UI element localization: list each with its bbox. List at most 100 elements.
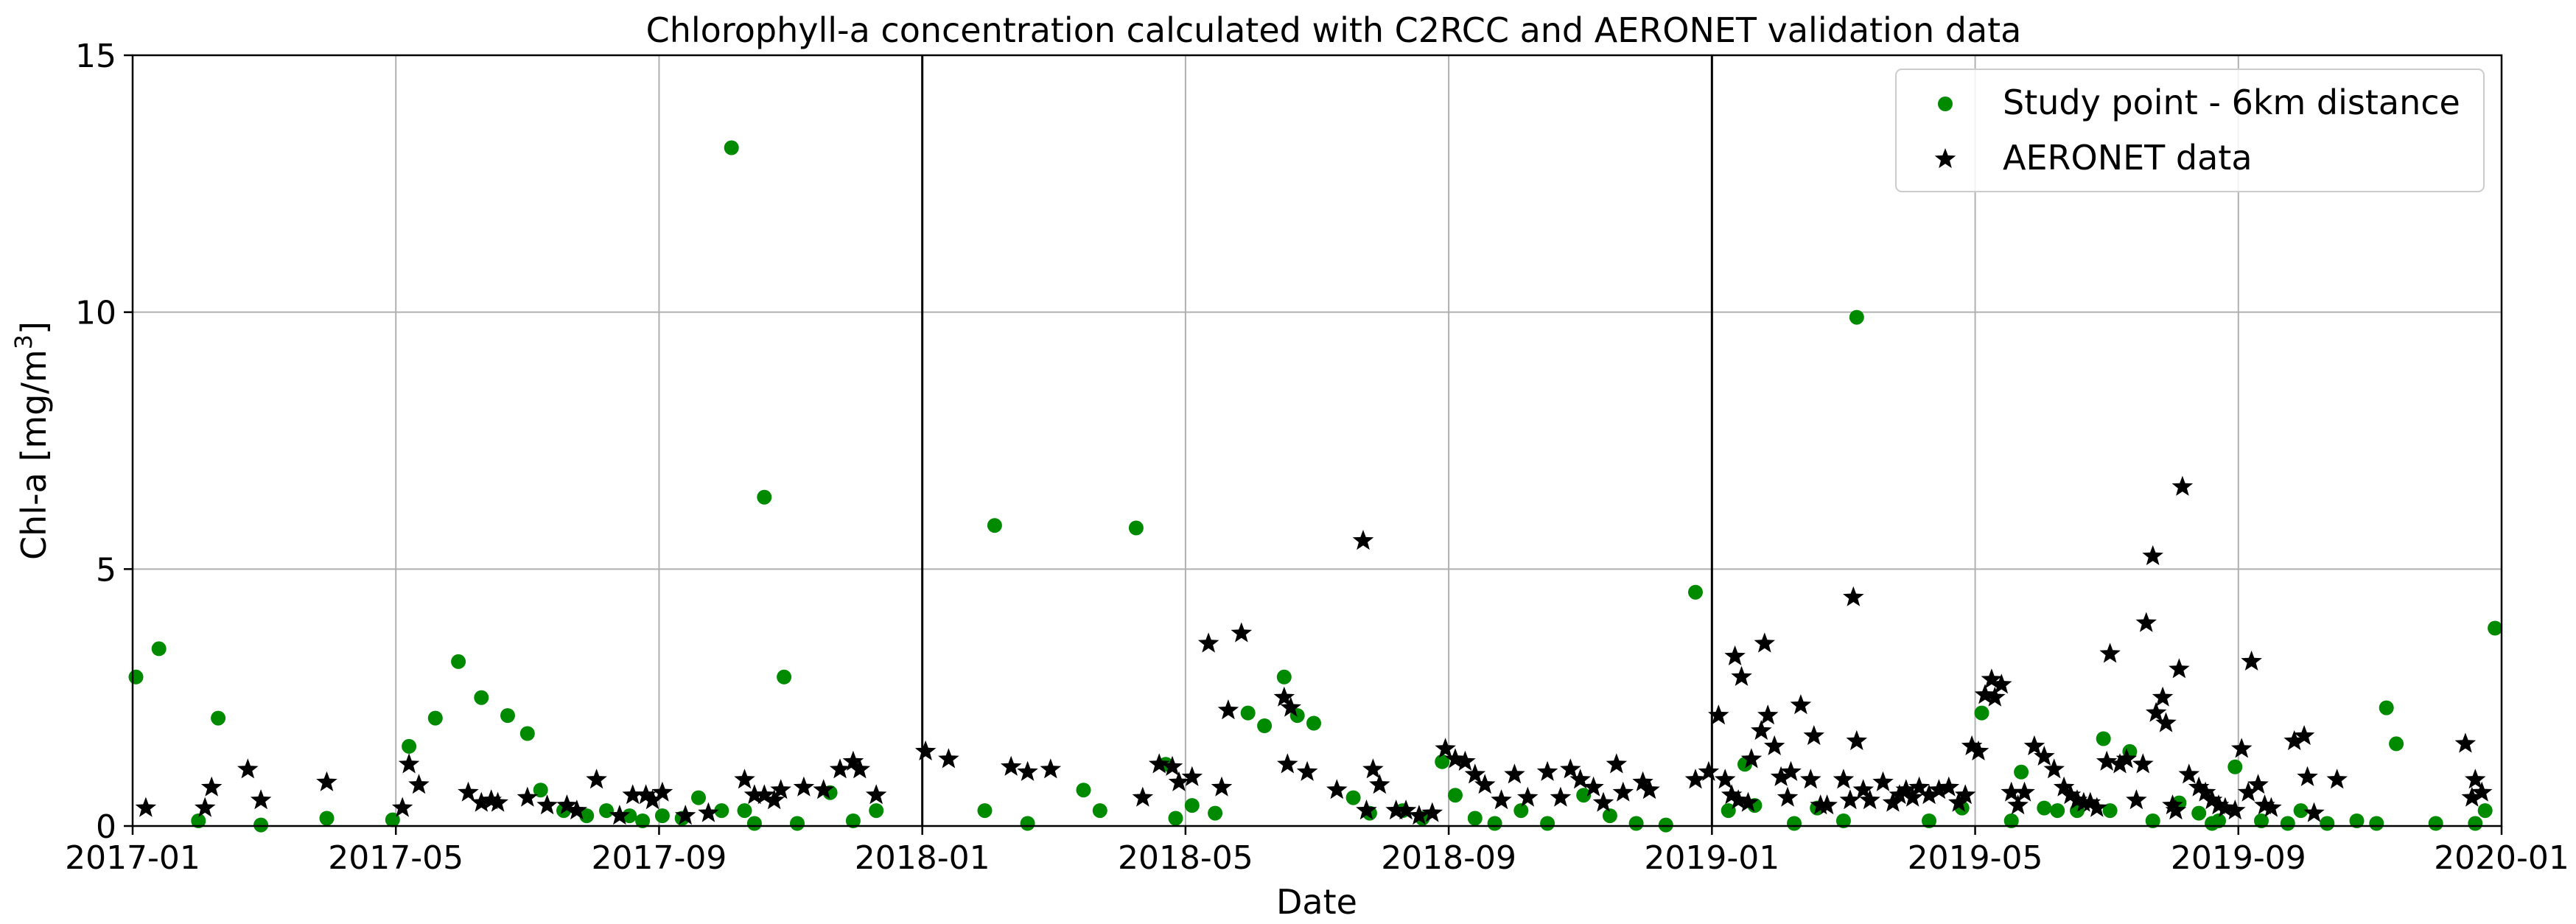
aeronet-point [2465,769,2486,789]
study-point [191,813,206,828]
aeronet-point [1724,645,1746,665]
study-point [1128,520,1144,536]
study-point [1602,808,1617,824]
study-point [691,790,706,805]
aeronet-point [1948,791,1970,812]
aeronet-point [1536,760,1558,781]
study-point [253,817,269,833]
study-point [151,641,167,657]
study-point [777,669,792,685]
aeronet-point [316,771,337,791]
aeronet-point [1504,763,1525,784]
aeronet-point [1731,665,1752,686]
aeronet-point [471,791,492,812]
aeronet-point [1918,784,1940,805]
aeronet-point [770,779,791,799]
x-tick-label: 2018-09 [1381,839,1516,877]
aeronet-point [813,779,834,799]
aeronet-point [1938,776,1960,797]
year-dividers [921,55,1713,826]
x-tick-label: 2017-09 [592,839,727,877]
aeronet-point [2023,735,2045,755]
study-point [2050,803,2065,819]
aeronet-point [1362,758,1384,779]
aeronet-point [2115,748,2138,769]
aeronet-point [1491,789,1512,810]
study-point [474,690,489,705]
aeronet-point [2099,643,2121,663]
aeronet-point [734,769,755,789]
aeronet-point [1455,750,1476,771]
x-tick-label: 2019-09 [2171,839,2306,877]
aeronet-point [556,794,578,815]
aeronet-point [1356,799,1377,820]
study-point [1345,790,1361,805]
legend-frame [1895,69,2485,192]
aeronet-point [938,748,959,769]
aeronet-point [1550,786,1572,807]
y-axis-label-main: Chl-a [mg/m [14,349,54,560]
aeronet-point [2034,745,2055,766]
aeronet-point [2053,776,2075,797]
study-point [2293,803,2309,819]
study-point [1628,816,1644,831]
study-point [2369,816,2384,831]
aeronet-point [2079,791,2101,812]
aeronet-point [1326,779,1348,799]
study-point [1922,813,1936,828]
aeronet-point [1737,791,1759,812]
aeronet-point [1040,758,1062,779]
study-point [1540,816,1555,831]
study-point [1487,816,1502,831]
aeronet-point [1770,766,1792,786]
y-axis-label-sup: 3 [10,335,38,349]
x-axis-label: Date [1276,882,1357,922]
aeronet-point [2169,658,2190,679]
aeronet-point [1727,789,1749,810]
aeronet-point [1740,748,1763,769]
aeronet-point [1833,769,1855,789]
study-point [622,808,637,824]
study-point [2191,805,2207,821]
aeronet-point [517,786,539,807]
study-point [1688,584,1703,600]
aeronet-point [829,758,851,779]
aeronet-point [135,797,157,817]
aeronet-point [2001,781,2022,802]
aeronet-point [250,789,272,810]
study-point [2211,813,2226,828]
aeronet-point [2194,781,2216,802]
aeronet-point [1984,686,2006,707]
aeronet-point [408,774,430,794]
aeronet-point [2007,794,2029,815]
aeronet-point [1132,786,1154,807]
aeronet-point [914,740,937,760]
aeronet-point [1790,694,1812,715]
study-point [1513,803,1529,819]
aeronet-point [1928,779,1950,799]
aeronet-point [1583,776,1604,797]
study-point [2102,803,2118,819]
study-point [1849,309,1864,325]
aeronet-point [635,784,657,805]
x-tick-label: 2019-01 [1644,839,1779,877]
aeronet-point [2201,789,2223,810]
aeronet-point [2471,781,2493,802]
study-point [757,489,772,505]
aeronet-point [1280,696,1301,717]
study-point [2014,764,2029,780]
study-point [427,710,443,726]
aeronet-point [1001,755,1022,776]
study-point [519,726,535,741]
aeronet-point [1181,766,1203,786]
aeronet-point [2059,784,2082,805]
aeronet-point [195,797,216,817]
aeronet-point [1606,753,1628,774]
aeronet-point [1435,738,1456,758]
aeronet-point [1803,725,1824,746]
aeronet-point [1277,753,1298,774]
aeronet-point [1017,760,1038,781]
aeronet-point [1763,735,1785,755]
aeronet-point [793,776,815,797]
study-point [1658,817,1673,833]
